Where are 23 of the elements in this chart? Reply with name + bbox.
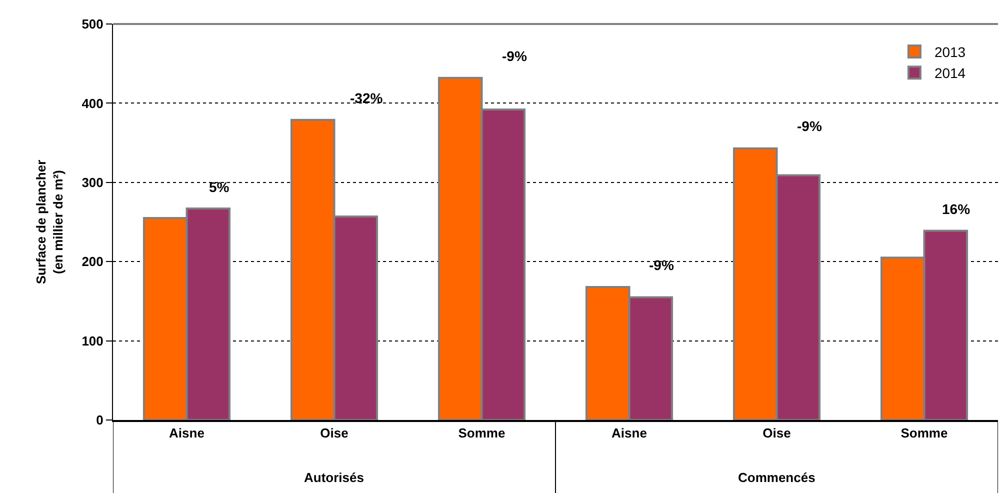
- annotation: 16%: [942, 201, 971, 217]
- x-tick-label: Somme: [458, 425, 506, 440]
- text: Autorisés: [304, 470, 364, 485]
- x-tick-label: Oise: [320, 425, 348, 440]
- y-tick-label: 0: [96, 412, 104, 428]
- y-tick-label: 100: [82, 333, 104, 348]
- y-tick-label: 400: [82, 96, 104, 111]
- annotation: -9%: [502, 48, 528, 64]
- y-tick-label: 300: [82, 174, 104, 190]
- annotation: -9%: [797, 118, 822, 134]
- x-tick-label: Oise: [762, 425, 791, 440]
- legend-label: 2013: [934, 44, 966, 60]
- annotation: 5%: [209, 179, 230, 195]
- x-tick-label: Aisne: [612, 425, 647, 440]
- y-axis-title: Surface de plancher (en millier de m²): [34, 160, 66, 284]
- text: Commencés: [738, 470, 816, 485]
- x-tick-label: Somme: [900, 425, 948, 440]
- annotation: -9%: [649, 257, 674, 273]
- x-tick-label: Aisne: [169, 425, 204, 440]
- legend-label: 2014: [934, 65, 966, 82]
- annotation: -32%: [350, 90, 384, 106]
- y-tick-label: 500: [82, 16, 104, 32]
- y-tick-label: 200: [82, 254, 104, 270]
